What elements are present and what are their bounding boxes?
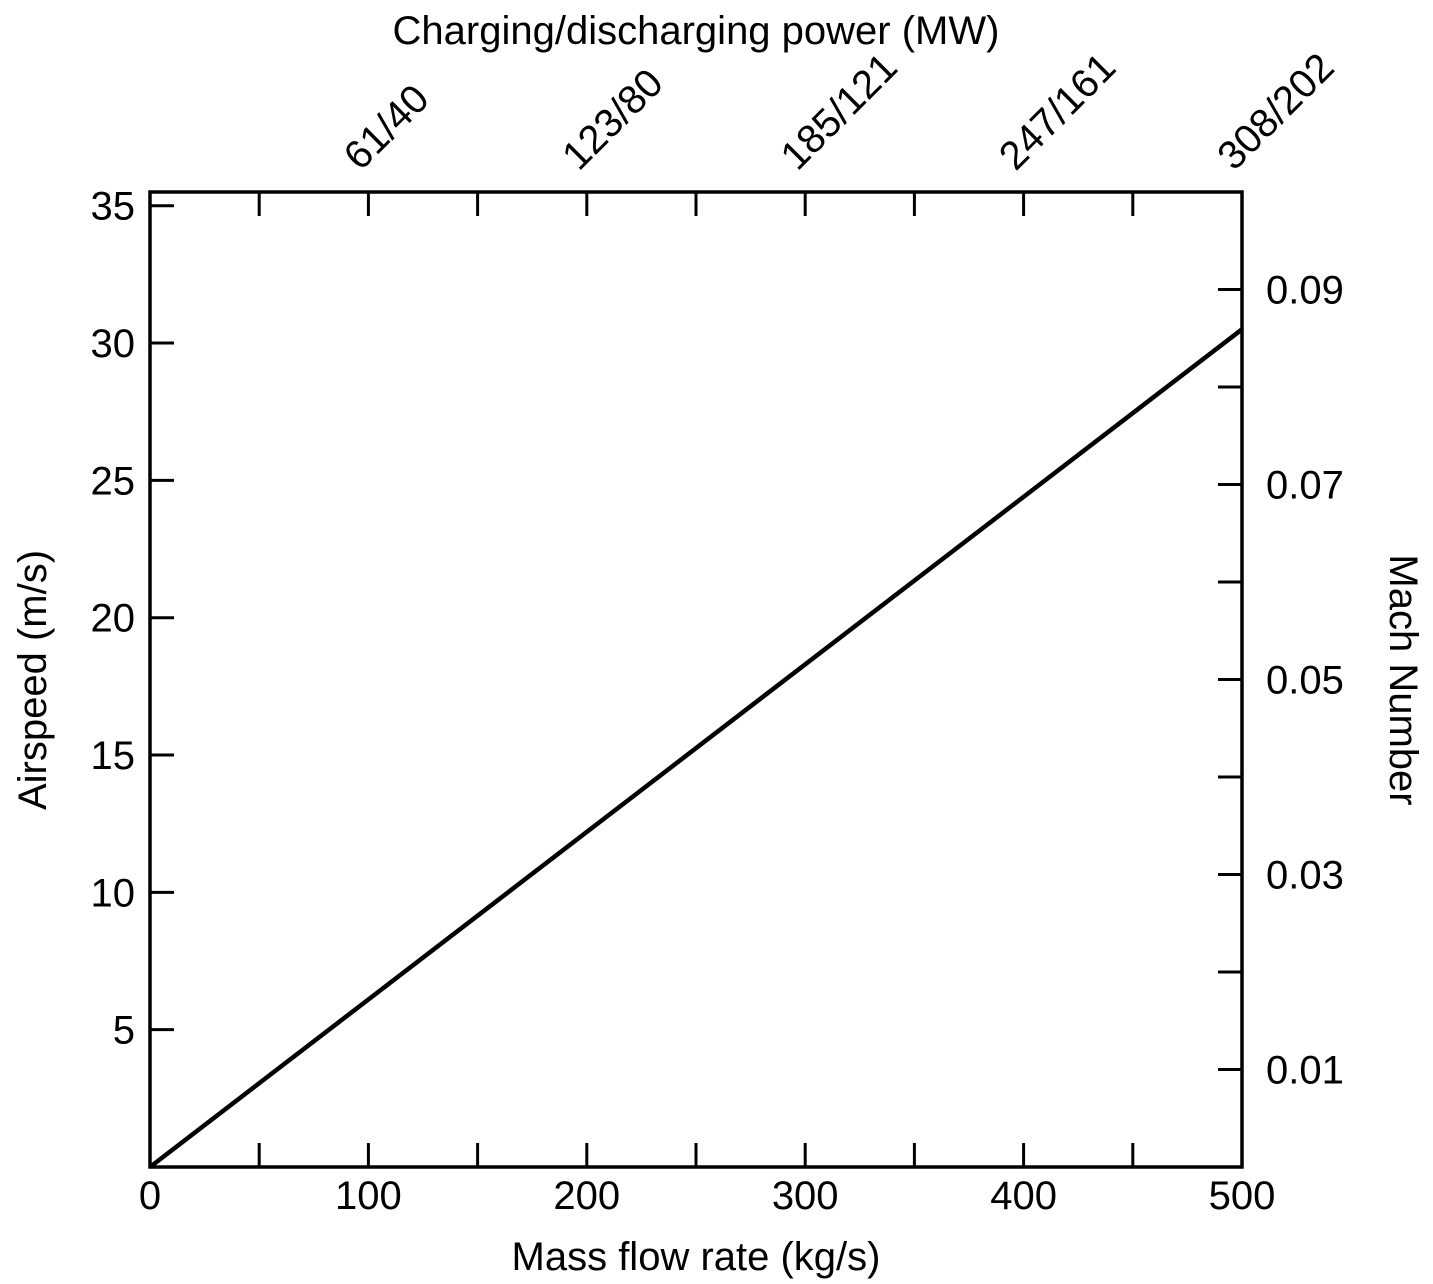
- right-axis-tick-label: 0.07: [1266, 464, 1344, 508]
- x-axis-label: Mass flow rate (kg/s): [512, 1235, 881, 1279]
- x-tick-label: 0: [139, 1174, 161, 1218]
- y-tick-label: 15: [91, 734, 136, 778]
- top-axis-label: Charging/discharging power (MW): [393, 9, 1000, 53]
- y-tick-label: 10: [91, 871, 136, 915]
- ticks-group: [150, 192, 1242, 1167]
- y-tick-label: 5: [113, 1009, 135, 1053]
- y-tick-label: 30: [91, 322, 136, 366]
- top-axis-tick-label: 61/40: [336, 76, 438, 178]
- right-axis-label: Mach Number: [1381, 554, 1425, 805]
- tick-labels-group: 0 100 200 300 400 500 61/40 123/80 185/121 247/16…: [91, 45, 1344, 1218]
- x-tick-label: 300: [772, 1174, 839, 1218]
- x-tick-label: 100: [335, 1174, 402, 1218]
- y-tick-label: 35: [91, 185, 136, 229]
- right-axis-tick-label: 0.01: [1266, 1049, 1344, 1093]
- x-tick-label: 200: [553, 1174, 620, 1218]
- right-axis-tick-label: 0.03: [1266, 854, 1344, 898]
- x-tick-label: 500: [1209, 1174, 1276, 1218]
- y-axis-label: Airspeed (m/s): [11, 550, 55, 810]
- x-tick-label: 400: [990, 1174, 1057, 1218]
- right-axis-tick-label: 0.09: [1266, 269, 1344, 313]
- top-axis-tick-label: 247/161: [991, 45, 1124, 178]
- top-axis-tick-label: 123/80: [554, 61, 672, 179]
- right-axis-tick-label: 0.05: [1266, 659, 1344, 703]
- y-tick-label: 25: [91, 459, 136, 503]
- series-line: [148, 327, 1244, 1169]
- top-axis-tick-label: 185/121: [772, 45, 905, 178]
- y-tick-label: 20: [91, 597, 136, 641]
- plot-frame: [148, 190, 1244, 1169]
- top-axis-tick-label: 308/202: [1209, 45, 1342, 178]
